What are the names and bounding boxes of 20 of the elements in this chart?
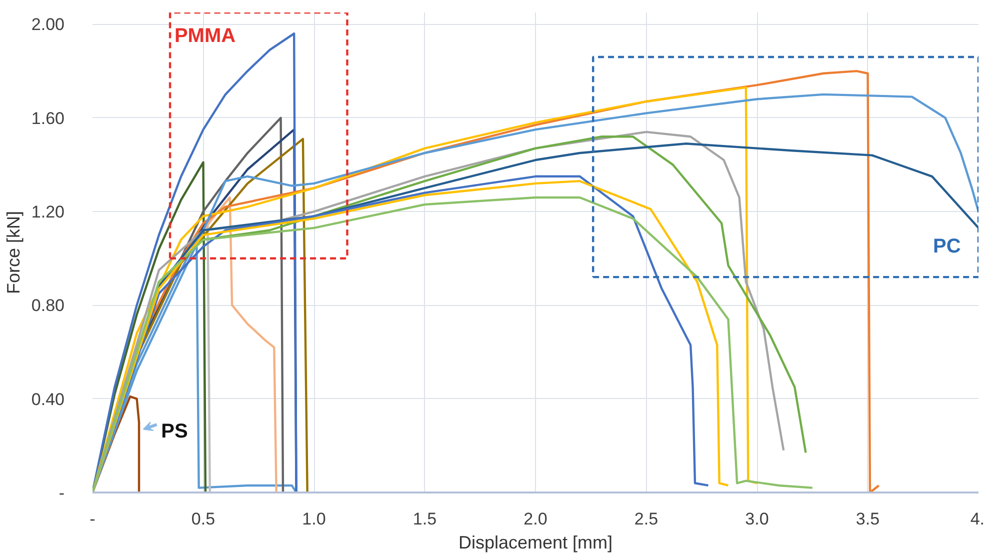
y-tick-label: 0.80: [31, 296, 65, 316]
y-tick-label: 0.40: [31, 390, 65, 409]
y-tick-label: 1.60: [31, 108, 65, 128]
y-tick-label: 1.20: [31, 202, 65, 222]
x-tick-label: 3.0: [745, 510, 769, 528]
x-tick-label: 3.5: [856, 510, 880, 528]
y-tick-label: 2.00: [31, 15, 65, 34]
x-tick-label: 2.0: [524, 510, 548, 528]
annotation: PS: [161, 420, 188, 443]
x-tick-label: 1.0: [302, 510, 326, 528]
x-tick-label: 2.5: [634, 510, 658, 528]
annotation: PMMA: [174, 24, 236, 47]
x-tick-label: 0.5: [191, 510, 216, 528]
annotation: PC: [932, 236, 961, 258]
x-tick-label: -: [90, 510, 96, 528]
x-tick-label: 1.5: [412, 510, 437, 528]
y-axis-title: Force [kN]: [3, 210, 24, 294]
x-axis-title: Displacement [mm]: [458, 532, 613, 552]
x-tick-label: 4.: [970, 510, 984, 528]
y-tick-label: -: [58, 484, 65, 502]
